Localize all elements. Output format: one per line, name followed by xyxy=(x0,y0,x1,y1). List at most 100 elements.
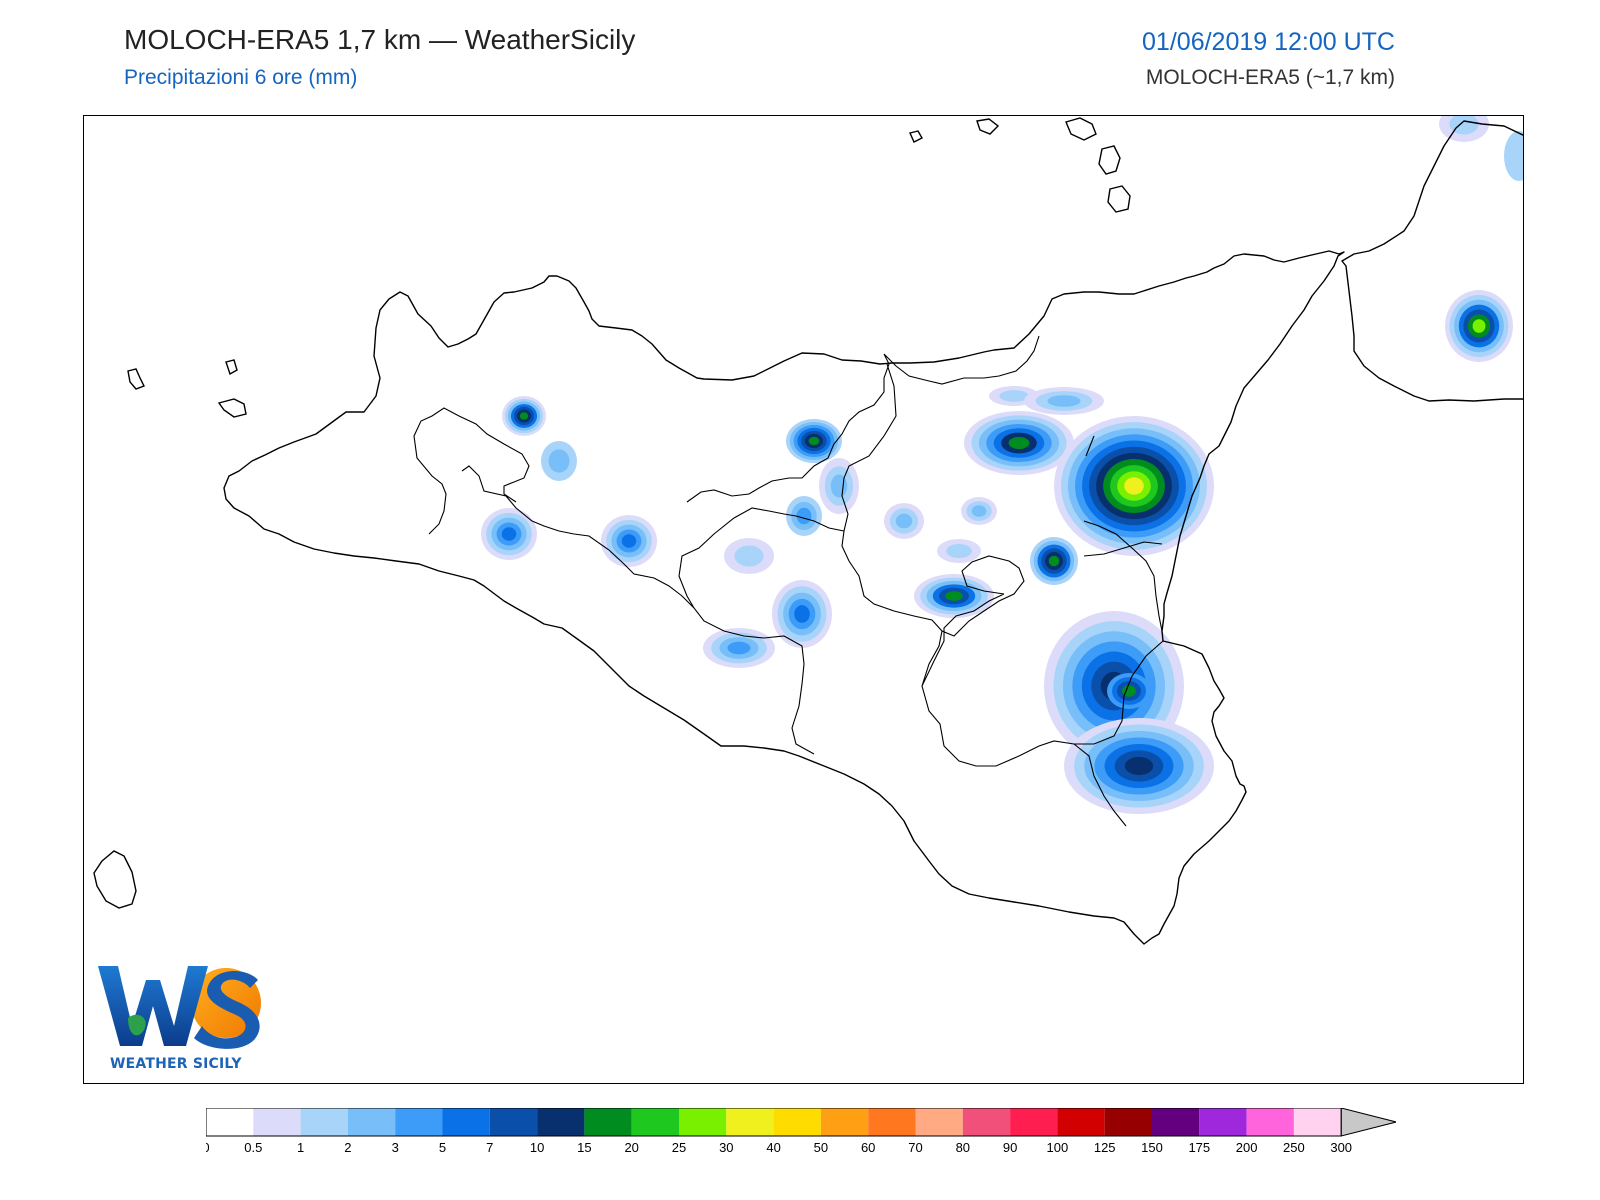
colorbar-swatch xyxy=(489,1108,538,1136)
colorbar-extend-arrow xyxy=(1340,1108,1396,1137)
calabria-coastline xyxy=(1341,120,1523,402)
precip-contour xyxy=(945,591,963,601)
colorbar-tick-label: 100 xyxy=(1047,1140,1069,1155)
colorbar-tick-label: 200 xyxy=(1236,1140,1258,1155)
logo-wordmark: WEATHER SICILY xyxy=(110,1056,242,1072)
map-subtitle: Precipitazioni 6 ore (mm) xyxy=(124,66,358,89)
precip-contour xyxy=(895,513,913,529)
colorbar-tick-label: 60 xyxy=(861,1140,875,1155)
colorbar-tick-label: 90 xyxy=(1003,1140,1017,1155)
colorbar-tick-label: 3 xyxy=(392,1140,399,1155)
colorbar-tick-label: 0.5 xyxy=(244,1140,262,1155)
colorbar-swatch xyxy=(206,1108,254,1136)
colorbar-tick-label: 175 xyxy=(1188,1140,1210,1155)
colorbar-swatch xyxy=(773,1108,821,1136)
alicudi-island xyxy=(909,130,923,143)
precip-contour xyxy=(1048,555,1060,567)
colorbar-swatch xyxy=(1199,1108,1247,1136)
colorbar-swatch xyxy=(1152,1108,1200,1136)
colorbar-tick-label: 250 xyxy=(1283,1140,1305,1155)
precip-contour xyxy=(1124,756,1154,776)
colorbar-tick-label: 150 xyxy=(1141,1140,1163,1155)
colorbar-swatch xyxy=(1104,1108,1152,1136)
precip-contour xyxy=(548,449,570,473)
model-info: MOLOCH-ERA5 (~1,7 km) xyxy=(1145,66,1395,89)
salina-island xyxy=(1065,117,1097,141)
precipitation-field xyxy=(481,116,1523,814)
colorbar-tick-label: 5 xyxy=(439,1140,446,1155)
colorbar-swatch xyxy=(300,1108,348,1136)
colorbar-tick-label: 10 xyxy=(530,1140,544,1155)
colorbar-swatch xyxy=(915,1108,963,1136)
colorbar-tick-label: 15 xyxy=(577,1140,591,1155)
colorbar-swatch xyxy=(962,1108,1011,1136)
precip-contour xyxy=(621,534,637,548)
map-panel: WEATHER SICILY xyxy=(83,115,1524,1084)
etna-summit-marker xyxy=(1085,435,1095,457)
precip-contour xyxy=(999,390,1029,402)
colorbar-swatch xyxy=(868,1108,916,1136)
colorbar-swatch xyxy=(347,1108,396,1136)
colorbar-swatch xyxy=(584,1108,632,1136)
colorbar-frame xyxy=(206,1108,1342,1137)
colorbar-swatch xyxy=(1293,1108,1342,1136)
colorbar-tick-label: 0 xyxy=(206,1140,210,1155)
colorbar-swatch xyxy=(1057,1108,1105,1136)
colorbar-swatch xyxy=(442,1108,490,1136)
precip-contour xyxy=(1449,116,1479,135)
pantelleria-island xyxy=(93,850,137,909)
map-title: MOLOCH-ERA5 1,7 km — WeatherSicily xyxy=(124,24,636,55)
weathersicily-logo xyxy=(98,966,261,1049)
precip-contour xyxy=(1008,436,1030,450)
colorbar-labels: 0 0.5 1 2 3 5 7 10 15 20 25 30 40 50 60 70 80 90 100 125 150… xyxy=(206,1140,1352,1155)
colorbar-swatch xyxy=(537,1108,585,1136)
precip-contour xyxy=(727,641,751,655)
colorbar-tick-label: 1 xyxy=(297,1140,304,1155)
precip-contour xyxy=(734,545,764,567)
precip-contour xyxy=(519,412,529,420)
colorbar-tick-label: 300 xyxy=(1330,1140,1352,1155)
colorbar-tick-label: 20 xyxy=(624,1140,638,1155)
colorbar-tick-label: 2 xyxy=(344,1140,351,1155)
precipitation-colorbar: 0 0.5 1 2 3 5 7 10 15 20 25 30 40 50 60 70 80 90 100 125 150… xyxy=(206,1108,1396,1155)
filicudi-island xyxy=(976,118,1000,135)
sicily-map xyxy=(93,116,1523,945)
sicily-coastline xyxy=(223,250,1345,945)
colorbar-tick-label: 70 xyxy=(908,1140,922,1155)
precip-contour xyxy=(1124,477,1144,495)
precip-contour xyxy=(1504,131,1523,181)
lipari-island xyxy=(1098,145,1121,175)
colorbar-tick-label: 50 xyxy=(814,1140,828,1155)
colorbar-tick-label: 40 xyxy=(766,1140,780,1155)
precip-contour xyxy=(830,474,848,498)
valid-datetime: 01/06/2019 12:00 UTC xyxy=(1142,28,1395,56)
precip-contour xyxy=(501,527,517,541)
colorbar-swatch xyxy=(631,1108,679,1136)
coastlines xyxy=(93,117,1523,945)
precip-contour xyxy=(1472,319,1486,333)
colorbar-swatches xyxy=(206,1108,1396,1137)
precip-contour xyxy=(1047,395,1081,407)
colorbar-swatch xyxy=(820,1108,869,1136)
colorbar-swatch xyxy=(726,1108,774,1136)
precip-contour xyxy=(946,544,972,558)
colorbar-swatch xyxy=(1010,1108,1058,1136)
colorbar-tick-label: 25 xyxy=(672,1140,686,1155)
precip-contour xyxy=(796,507,812,525)
precip-contour xyxy=(808,436,820,446)
precip-contour xyxy=(794,605,810,623)
colorbar-swatch xyxy=(1246,1108,1294,1136)
province-borders xyxy=(413,335,1164,827)
colorbar-tick-label: 125 xyxy=(1094,1140,1116,1155)
precip-contour xyxy=(971,505,987,517)
vulcano-island xyxy=(1107,185,1131,213)
colorbar-swatch xyxy=(679,1108,727,1136)
marettimo-island xyxy=(127,368,145,390)
levanzo-island xyxy=(225,359,238,376)
favignana-island xyxy=(217,398,247,418)
colorbar-tick-label: 30 xyxy=(719,1140,733,1155)
colorbar-tick-label: 7 xyxy=(486,1140,493,1155)
precip-contour xyxy=(1122,685,1136,697)
colorbar-swatch xyxy=(253,1108,301,1136)
colorbar-swatch xyxy=(395,1108,443,1136)
